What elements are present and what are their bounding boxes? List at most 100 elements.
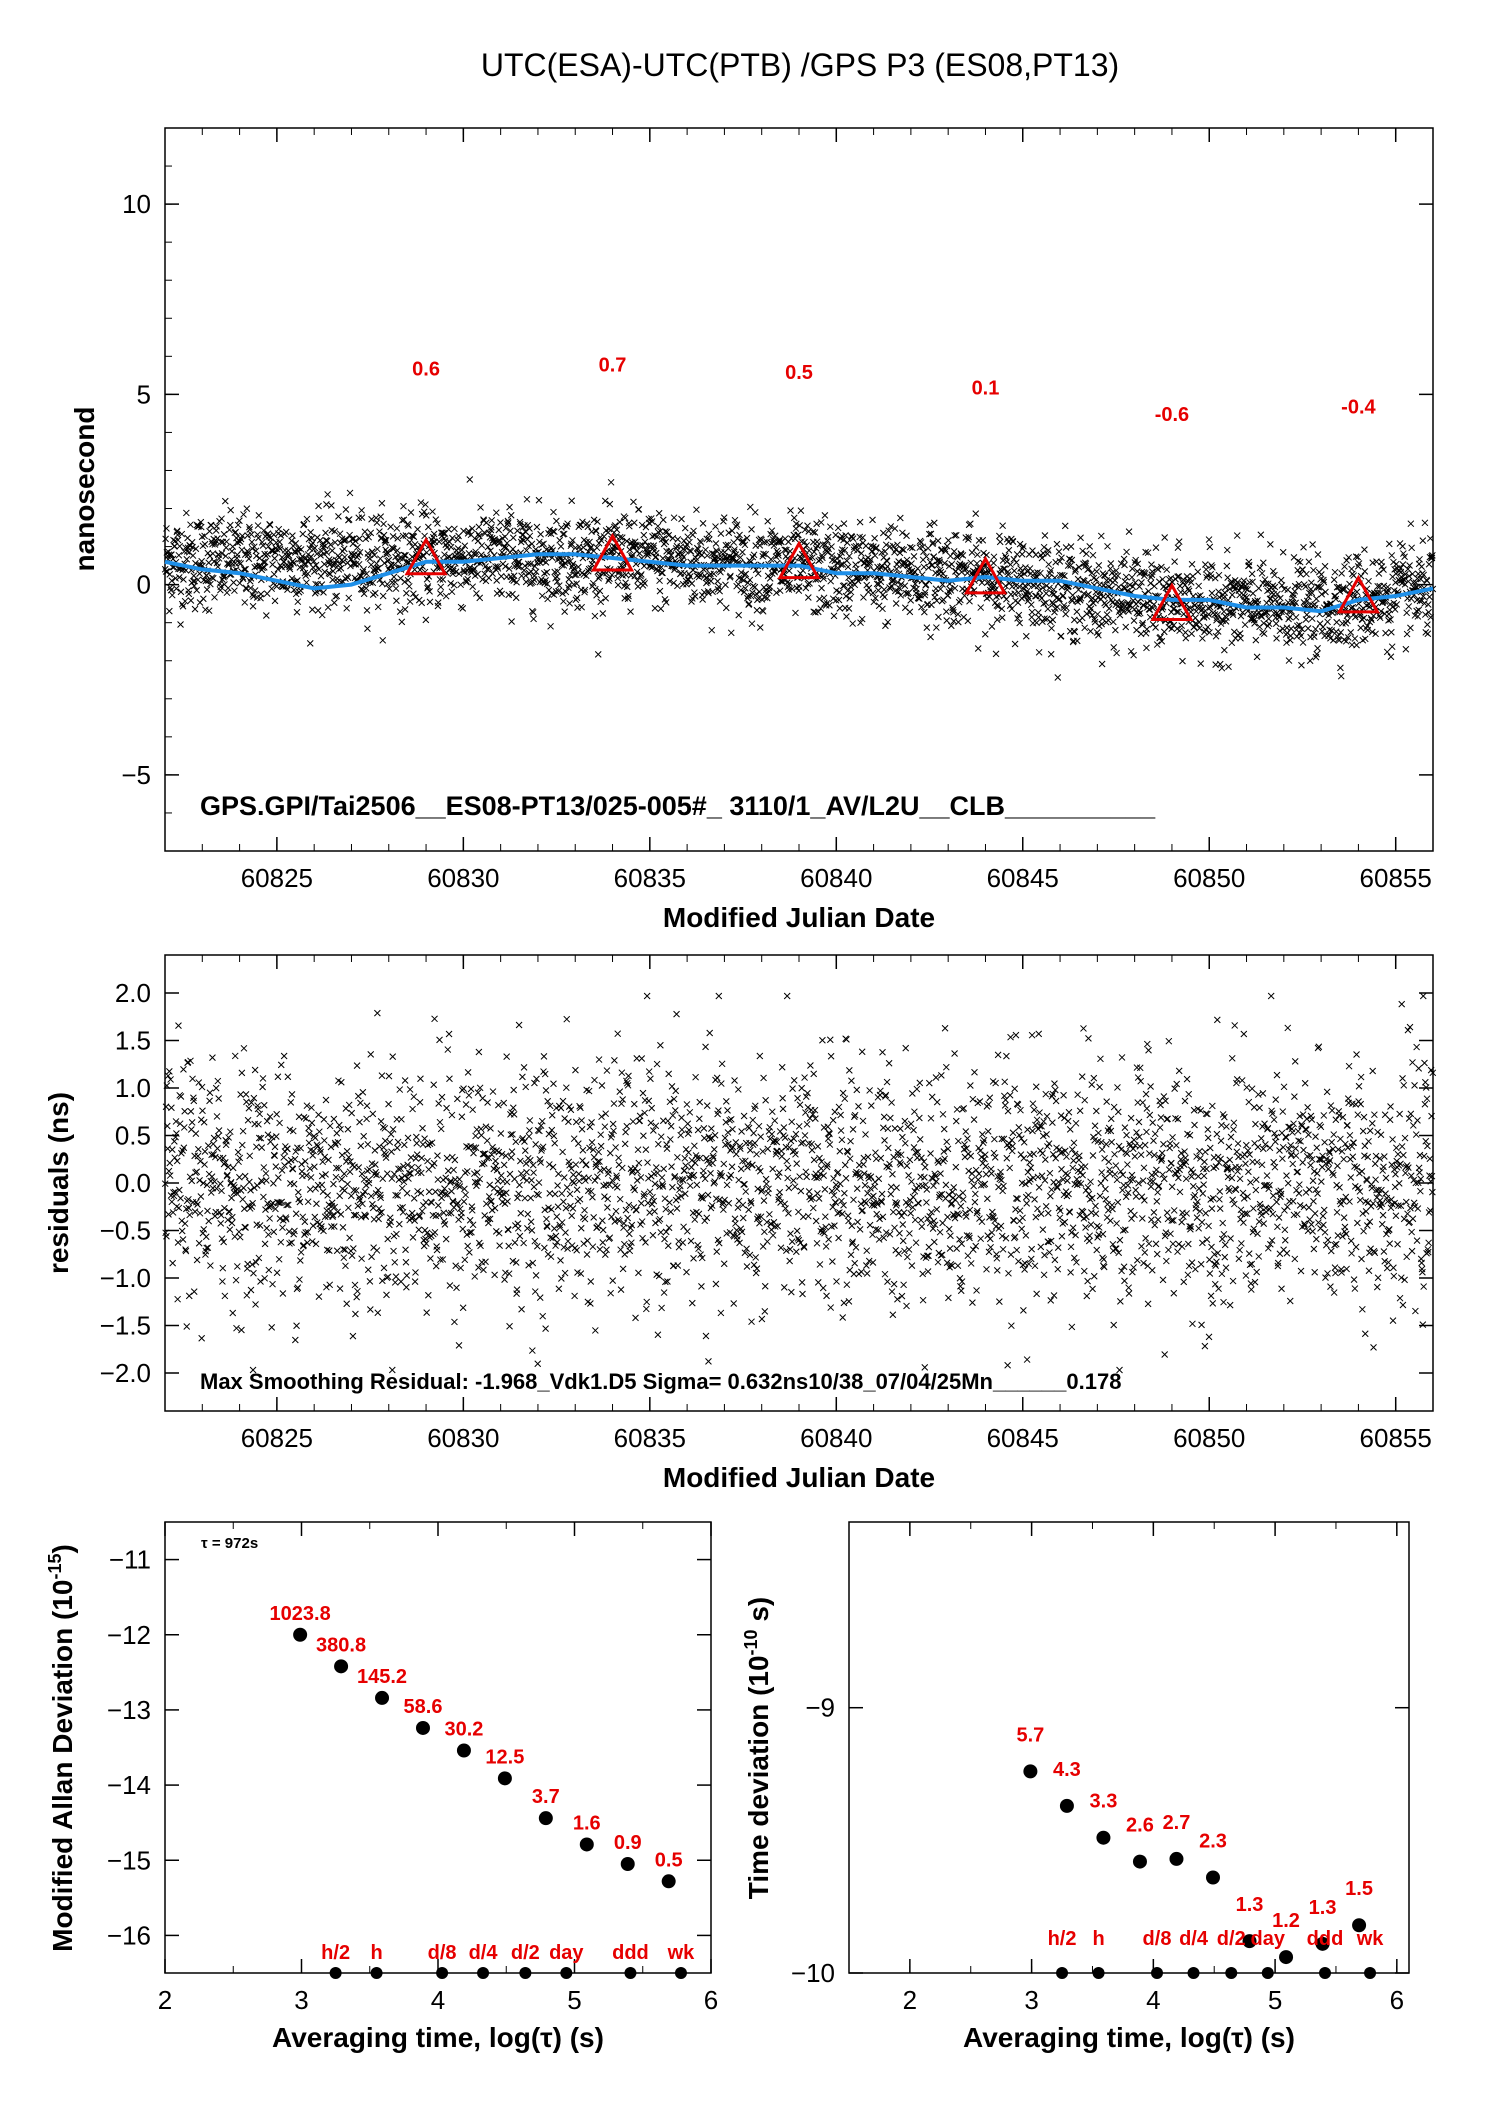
offset-point [1429, 551, 1436, 559]
offset-point [1042, 599, 1050, 607]
residual-point [170, 1192, 178, 1200]
offset-point [285, 552, 293, 559]
offset-point [1304, 625, 1312, 632]
residual-point [757, 1213, 765, 1221]
residual-point [273, 1269, 281, 1277]
residual-point [594, 1222, 602, 1230]
residual-point [812, 1115, 819, 1122]
residual-point [734, 1204, 742, 1211]
offset-point [738, 575, 745, 583]
residual-point [821, 1213, 829, 1221]
residual-point [588, 1139, 596, 1146]
residual-point [653, 1060, 661, 1068]
offset-point [1278, 582, 1286, 589]
offset-point [904, 562, 912, 570]
offset-point [1098, 620, 1106, 628]
offset-point [327, 541, 334, 549]
residual-point [304, 1198, 312, 1206]
offset-point [910, 553, 918, 560]
offset-point [1427, 613, 1435, 621]
offset-point [1380, 566, 1387, 573]
residual-point [228, 1194, 235, 1202]
residual-point [262, 1206, 269, 1213]
offset-point [484, 543, 492, 551]
residual-point [247, 1186, 254, 1194]
offset-point [783, 546, 790, 554]
offset-point [737, 569, 745, 576]
offset-point [1194, 568, 1202, 576]
residual-point [543, 1215, 550, 1223]
offset-point [311, 568, 318, 575]
offset-point [1337, 629, 1345, 636]
offset-point [826, 523, 834, 531]
residual-point [716, 1172, 724, 1179]
offset-point [726, 573, 734, 581]
residual-point [377, 1194, 385, 1202]
residual-point [701, 1217, 709, 1225]
offset-point [1109, 618, 1117, 626]
residual-point [845, 1067, 853, 1074]
offset-point [1041, 532, 1049, 539]
residual-point [460, 1198, 468, 1206]
residual-point [492, 1162, 500, 1170]
offset-point [966, 597, 973, 605]
offset-point [1229, 611, 1237, 619]
offset-point [242, 565, 249, 573]
offset-point [889, 542, 897, 550]
offset-point [559, 590, 566, 597]
residual-point [560, 1243, 568, 1251]
offset-point [903, 532, 910, 540]
offset-point [380, 520, 387, 528]
offset-point [497, 519, 504, 526]
residual-point [180, 1144, 188, 1152]
offset-point [534, 556, 542, 563]
residual-point [548, 1126, 556, 1134]
offset-point [540, 540, 547, 548]
offset-point [1157, 633, 1164, 641]
residual-point [204, 1142, 212, 1149]
offset-point [1240, 577, 1248, 585]
residual-point [796, 1101, 804, 1109]
residual-point [616, 1217, 623, 1225]
offset-point [321, 568, 329, 576]
residual-point [721, 1196, 728, 1204]
offset-point [624, 595, 632, 603]
offset-point [1121, 561, 1128, 569]
offset-point [567, 542, 575, 550]
residual-point [434, 1152, 441, 1159]
offset-point [459, 605, 467, 612]
residuals-y-tick-label: −2.0 [100, 1358, 151, 1388]
offset-point [722, 604, 730, 612]
offset-triangle [777, 540, 821, 580]
offset-point [1214, 628, 1222, 635]
residual-point [774, 1222, 782, 1230]
offset-point [398, 618, 406, 626]
residual-point [353, 1062, 361, 1069]
offset-point [933, 624, 940, 631]
residual-point [326, 1122, 334, 1130]
offset-point [403, 558, 411, 565]
residual-point [497, 1185, 504, 1193]
residual-point [186, 1211, 194, 1219]
residual-point [741, 1249, 749, 1257]
offset-point [1120, 555, 1128, 563]
residual-point [430, 1159, 438, 1167]
offset-point [1173, 608, 1181, 616]
offset-point [524, 560, 532, 568]
residual-point [340, 1170, 348, 1178]
offset-point [1345, 554, 1353, 561]
residual-point [547, 1253, 555, 1261]
offset-point [557, 542, 565, 550]
residual-point [727, 1147, 734, 1154]
offset-point [1425, 560, 1433, 568]
residual-point [290, 1180, 298, 1188]
residual-point [532, 1272, 540, 1279]
offset-point [400, 551, 408, 559]
offset-point [710, 570, 718, 578]
residual-point [255, 1254, 263, 1262]
residual-point [285, 1228, 293, 1235]
offset-point [478, 542, 486, 549]
residual-point [596, 1167, 604, 1174]
residual-point [717, 1309, 725, 1317]
offset-point [1341, 563, 1348, 570]
